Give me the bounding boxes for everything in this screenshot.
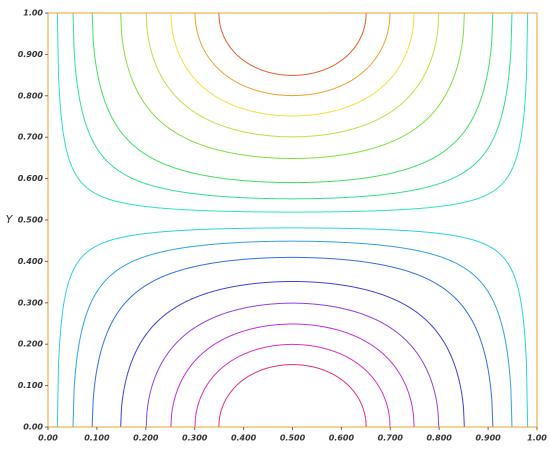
x-tick-label: 0.700 <box>378 434 404 443</box>
contour-line <box>72 240 513 428</box>
x-tick-label: 0.00 <box>38 434 58 443</box>
x-tick-label: 0.900 <box>475 434 501 443</box>
x-tick-label: 0.100 <box>84 434 110 443</box>
y-tick-label: 0.900 <box>18 50 44 59</box>
contour-line <box>218 364 367 428</box>
y-tick-label: 0.400 <box>18 257 44 266</box>
y-tick-label: 0.700 <box>18 133 44 142</box>
contour-line <box>72 12 513 200</box>
contour-line <box>170 12 415 117</box>
contour-line <box>194 12 391 97</box>
x-tick-label: 1.00 <box>527 434 547 443</box>
contour-line <box>145 12 440 138</box>
y-tick-label: 0.500 <box>18 216 44 225</box>
y-tick-label: 0.100 <box>18 381 44 390</box>
contour-line <box>56 12 529 213</box>
contour-line <box>194 343 391 428</box>
contour-line <box>218 12 367 76</box>
y-tick-label: 0.00 <box>23 423 43 432</box>
x-tick-label: 0.800 <box>427 434 453 443</box>
y-axis-label: Y <box>6 213 14 226</box>
x-tick-label: 0.300 <box>182 434 208 443</box>
x-tick-label: 0.500 <box>280 434 306 443</box>
y-tick-label: 1.00 <box>23 9 43 18</box>
contour-line <box>170 323 415 428</box>
x-tick-label: 0.400 <box>231 434 257 443</box>
contour-line <box>120 12 465 159</box>
contour-line <box>120 281 465 428</box>
x-tick-label: 0.200 <box>133 434 159 443</box>
y-tick-label: 0.800 <box>18 91 44 100</box>
y-tick-label: 0.200 <box>18 340 44 349</box>
contour-line <box>91 256 494 428</box>
contour-line <box>145 302 440 428</box>
y-tick-label: 0.600 <box>18 174 44 183</box>
y-tick-label: 0.300 <box>18 298 44 307</box>
contour-line <box>56 227 529 428</box>
x-tick-label: 0.600 <box>329 434 355 443</box>
contour-line <box>91 12 494 184</box>
